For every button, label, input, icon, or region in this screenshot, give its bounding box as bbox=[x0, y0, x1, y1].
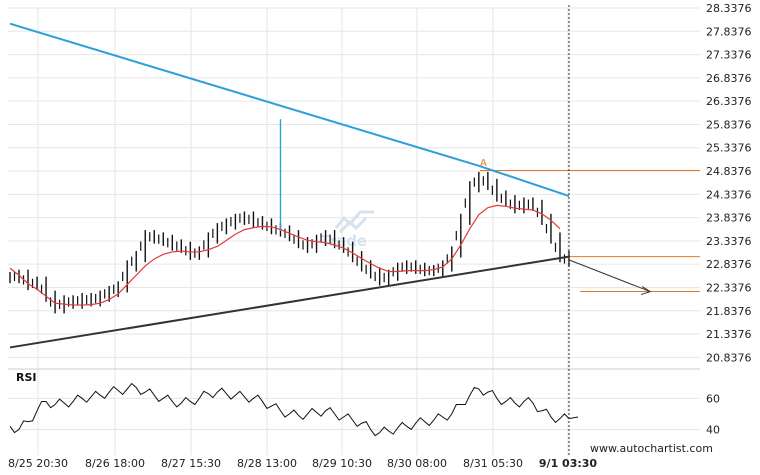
x-tick-label: 8/27 15:30 bbox=[161, 457, 221, 470]
y-tick-label: 25.8376 bbox=[706, 118, 752, 131]
y-tick-label: 22.3376 bbox=[706, 281, 752, 294]
y-tick-label: 28.3376 bbox=[706, 2, 752, 15]
y-tick-label: 24.8376 bbox=[706, 165, 752, 178]
x-tick-label: 8/26 18:00 bbox=[85, 457, 145, 470]
x-tick-label: 8/25 20:30 bbox=[8, 457, 68, 470]
rsi-panel: 60 40 bbox=[8, 368, 720, 437]
trend-lines bbox=[9, 22, 652, 349]
price-series bbox=[9, 119, 570, 314]
credit-text: www.autochartist.com bbox=[590, 442, 713, 455]
y-tick-label: 26.3376 bbox=[706, 95, 752, 108]
y-tick-label: 26.8376 bbox=[706, 72, 752, 85]
rsi-label: RSI bbox=[16, 371, 37, 384]
y-tick-label: 24.3376 bbox=[706, 188, 752, 201]
y-tick-label: 20.8376 bbox=[706, 351, 752, 364]
x-axis-labels: 8/25 20:30 8/26 18:00 8/27 15:30 8/28 13:00… bbox=[8, 457, 597, 470]
y-tick-label: 22.8376 bbox=[706, 258, 752, 271]
rsi-line bbox=[9, 382, 579, 437]
y-tick-label: 21.8376 bbox=[706, 305, 752, 318]
y-tick-label: 21.3376 bbox=[706, 328, 752, 341]
resistance-line bbox=[9, 22, 570, 198]
y-tick-label: 25.3376 bbox=[706, 142, 752, 155]
moving-average bbox=[9, 204, 561, 306]
y-tick-label: 27.3376 bbox=[706, 49, 752, 62]
rsi-tick-label: 40 bbox=[706, 423, 720, 436]
forecast-arrow-icon bbox=[640, 286, 652, 296]
x-tick-label: 8/28 13:00 bbox=[237, 457, 297, 470]
grid bbox=[8, 7, 700, 455]
y-tick-label: 27.8376 bbox=[706, 25, 752, 38]
support-line bbox=[9, 255, 570, 349]
y-axis-labels: 28.3376 27.8376 27.3376 26.8376 26.3376 25.83… bbox=[706, 2, 752, 364]
point-a-label: A bbox=[480, 158, 487, 169]
rsi-tick-label: 60 bbox=[706, 392, 720, 405]
levels bbox=[480, 169, 700, 293]
x-tick-label: 8/29 10:30 bbox=[312, 457, 372, 470]
y-tick-label: 23.3376 bbox=[706, 235, 752, 248]
watermark-logo-icon bbox=[334, 210, 374, 234]
x-tick-label: 8/31 05:30 bbox=[463, 457, 523, 470]
y-tick-label: 23.8376 bbox=[706, 212, 752, 225]
forecast-line bbox=[568, 259, 651, 293]
x-tick-label: 9/1 03:30 bbox=[539, 457, 598, 470]
moving-average-line bbox=[9, 204, 561, 306]
x-tick-label: 8/30 08:00 bbox=[387, 457, 447, 470]
